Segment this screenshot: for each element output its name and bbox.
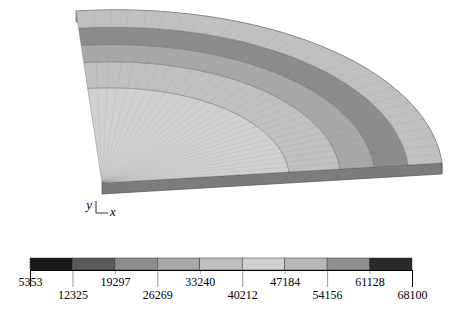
triad-label: x (109, 204, 116, 219)
tick-label: 61128 (355, 275, 385, 289)
tick: 19297 (100, 270, 130, 289)
mesh-line (102, 42, 310, 183)
triad-label: y (84, 197, 92, 212)
mesh-line (102, 10, 130, 183)
tick-label: 26269 (143, 288, 173, 302)
mesh-line (102, 21, 233, 183)
colorbar-band (30, 258, 72, 270)
mesh-line (102, 154, 440, 183)
tick-label: 19297 (100, 275, 130, 289)
tick: 54156 (313, 270, 343, 302)
mesh-line (102, 37, 296, 183)
mesh-line (102, 145, 437, 183)
triad: yx (84, 197, 116, 219)
tick-mark (327, 270, 328, 287)
mesh-line (102, 59, 350, 183)
mesh-line (102, 66, 362, 183)
mesh-line (102, 12, 165, 183)
colorbar-band (242, 258, 284, 270)
mesh-line (102, 128, 429, 183)
tick-label: 54156 (313, 288, 343, 302)
axis-line (31, 271, 413, 275)
figure: yx53531929733240471846112812325262694021… (0, 0, 460, 329)
mesh-line (102, 53, 337, 183)
tick: 12325 (58, 270, 88, 302)
colorbar-band (115, 258, 157, 270)
colorbar-axis: 535319297332404718461128 (19, 270, 413, 289)
mesh-line (102, 13, 182, 183)
mesh-line (102, 28, 265, 183)
tick: 61128 (355, 270, 385, 289)
tick: 47184 (270, 270, 300, 289)
mesh-line (102, 10, 112, 183)
triad-axis (96, 201, 97, 213)
mesh (94, 10, 440, 183)
tick: 40212 (228, 270, 258, 302)
tick-mark (72, 270, 73, 287)
tick-mark (412, 270, 413, 287)
colorbar-axis: 12325 26269 40212 54156 68100 (31, 270, 428, 302)
triad-axis (96, 213, 108, 214)
colorbar: 5353192973324047184611281232526269402125… (19, 258, 428, 302)
mesh-line (94, 10, 102, 183)
axis-line (31, 271, 413, 288)
tick-mark (242, 270, 243, 287)
mesh-line (102, 15, 200, 183)
colorbar-band (157, 258, 199, 270)
tick-mark (157, 270, 158, 287)
mesh-line (102, 18, 217, 183)
colorbar-band (327, 258, 369, 270)
tick: 26269 (143, 270, 173, 302)
mesh-line (102, 111, 417, 183)
model (76, 10, 442, 194)
colorbar-band (285, 258, 327, 270)
mesh-line (102, 103, 410, 183)
mesh-line (102, 11, 147, 183)
tick-label: 40212 (228, 288, 258, 302)
colorbar-band (200, 258, 242, 270)
tick-label: 68100 (398, 288, 428, 302)
mesh-line (102, 80, 383, 183)
mesh-line (102, 73, 373, 183)
mesh-line (102, 119, 424, 183)
tick-label: 33240 (185, 275, 215, 289)
mesh-line (102, 136, 434, 183)
tick-label: 12325 (58, 288, 88, 302)
mesh-line (102, 87, 393, 183)
tick: 33240 (185, 270, 215, 289)
mesh-line (102, 47, 324, 183)
tick-label: 47184 (270, 275, 300, 289)
colorbar-band (370, 258, 412, 270)
colorbar-band (72, 258, 114, 270)
tick: 68100 (398, 270, 428, 302)
mesh-line (102, 24, 249, 183)
mesh-line (102, 32, 281, 183)
